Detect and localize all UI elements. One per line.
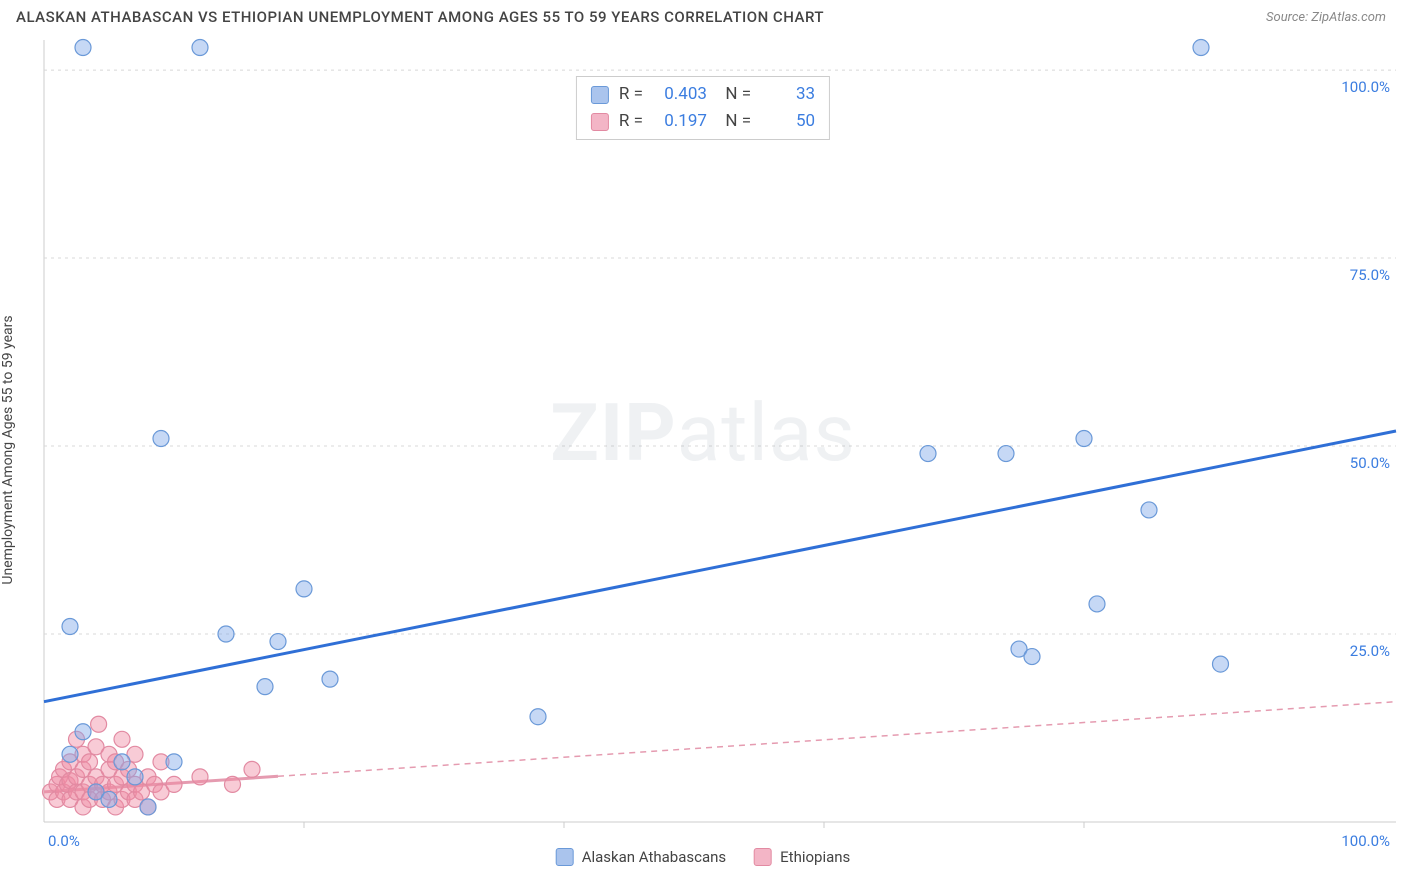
- svg-text:75.0%: 75.0%: [1350, 266, 1390, 284]
- svg-text:100.0%: 100.0%: [1341, 78, 1390, 96]
- y-axis-label: Unemployment Among Ages 55 to 59 years: [0, 315, 16, 584]
- swatch-icon: [556, 848, 574, 866]
- legend-item: Ethiopians: [754, 848, 850, 866]
- swatch-icon: [591, 86, 609, 104]
- stat-value: 50: [761, 108, 815, 135]
- stat-label: N =: [717, 108, 751, 135]
- legend-label: Ethiopians: [780, 848, 850, 866]
- source-label: Source: ZipAtlas.com: [1266, 10, 1386, 25]
- legend-item: Alaskan Athabascans: [556, 848, 726, 866]
- title-bar: ALASKAN ATHABASCAN VS ETHIOPIAN UNEMPLOY…: [0, 0, 1406, 30]
- stat-value: 33: [761, 81, 815, 108]
- swatch-icon: [754, 848, 772, 866]
- legend-label: Alaskan Athabascans: [582, 848, 726, 866]
- stat-label: R =: [619, 108, 643, 135]
- swatch-icon: [591, 113, 609, 131]
- stat-label: R =: [619, 81, 643, 108]
- svg-text:50.0%: 50.0%: [1350, 454, 1390, 472]
- stats-row: R = 0.403 N = 33: [591, 81, 815, 108]
- svg-text:0.0%: 0.0%: [48, 832, 80, 850]
- legend-bottom: Alaskan Athabascans Ethiopians: [556, 848, 851, 866]
- stats-legend: R = 0.403 N = 33 R = 0.197 N = 50: [576, 76, 830, 140]
- chart-area: Unemployment Among Ages 55 to 59 years 2…: [0, 30, 1406, 870]
- stat-value: 0.197: [653, 108, 707, 135]
- stats-row: R = 0.197 N = 50: [591, 108, 815, 135]
- svg-text:25.0%: 25.0%: [1350, 642, 1390, 660]
- scatter-chart: 25.0% 50.0% 75.0% 100.0% 0.0% 100.0%: [0, 30, 1406, 870]
- svg-text:100.0%: 100.0%: [1341, 832, 1390, 850]
- stat-label: N =: [717, 81, 751, 108]
- stat-value: 0.403: [653, 81, 707, 108]
- chart-title: ALASKAN ATHABASCAN VS ETHIOPIAN UNEMPLOY…: [16, 8, 824, 26]
